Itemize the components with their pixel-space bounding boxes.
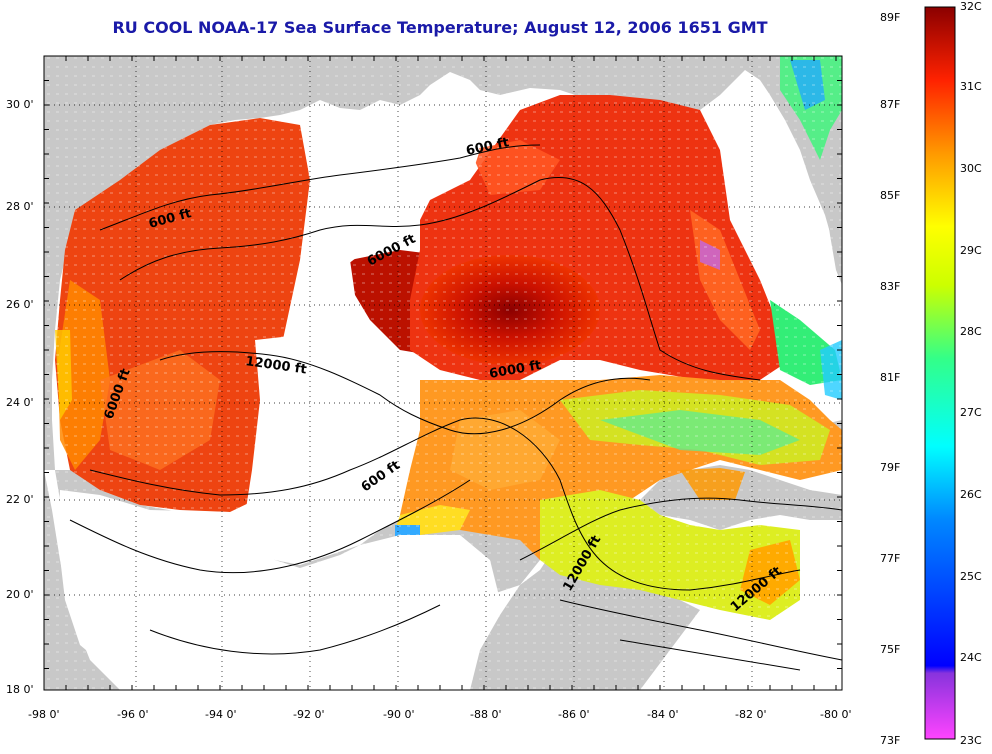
lon-label: -92 0' <box>293 708 325 721</box>
colorbar-f-label: 81F <box>880 371 901 384</box>
no-data-areas <box>58 105 500 680</box>
lat-label: 18 0' <box>6 683 34 696</box>
lat-label: 30 0' <box>6 98 34 111</box>
colorbar-c-label: 26C <box>960 488 982 501</box>
frame-ticks <box>43 55 842 690</box>
colorbar-f-label: 87F <box>880 98 901 111</box>
lat-label: 20 0' <box>6 588 34 601</box>
colorbar-c-label: 25C <box>960 570 982 583</box>
colorbar-c-label: 23C <box>960 734 982 747</box>
colorbar-c-label: 31C <box>960 80 982 93</box>
colorbar-c-label: 32C <box>960 0 982 13</box>
lon-label: -88 0' <box>470 708 502 721</box>
lat-label: 28 0' <box>6 200 34 213</box>
lat-label: 26 0' <box>6 298 34 311</box>
lat-label: 22 0' <box>6 493 34 506</box>
colorbar-f-label: 83F <box>880 280 901 293</box>
colorbar-c-label: 27C <box>960 406 982 419</box>
colorbar-f-label: 79F <box>880 461 901 474</box>
bathymetry-contours <box>69 144 843 671</box>
lon-label: -80 0' <box>820 708 852 721</box>
colorbar-c-label: 30C <box>960 162 982 175</box>
lon-label: -98 0' <box>28 708 60 721</box>
lon-label: -96 0' <box>117 708 149 721</box>
colorbar-f-label: 89F <box>880 11 901 24</box>
plot-frame <box>43 55 843 691</box>
colorbar-f-label: 75F <box>880 643 901 656</box>
colorbar-f-label: 77F <box>880 552 901 565</box>
map-title: RU COOL NOAA-17 Sea Surface Temperature;… <box>112 18 768 37</box>
lon-label: -84 0' <box>647 708 679 721</box>
colorbar-c-label: 29C <box>960 244 982 257</box>
lon-label: -86 0' <box>558 708 590 721</box>
colorbar <box>924 6 956 740</box>
lon-label: -90 0' <box>383 708 415 721</box>
grid-lines <box>44 56 842 690</box>
lat-label: 24 0' <box>6 396 34 409</box>
lon-label: -94 0' <box>205 708 237 721</box>
lon-label: -82 0' <box>735 708 767 721</box>
colorbar-c-label: 28C <box>960 325 982 338</box>
colorbar-c-label: 24C <box>960 651 982 664</box>
colorbar-f-label: 85F <box>880 189 901 202</box>
colorbar-f-label: 73F <box>880 734 901 747</box>
